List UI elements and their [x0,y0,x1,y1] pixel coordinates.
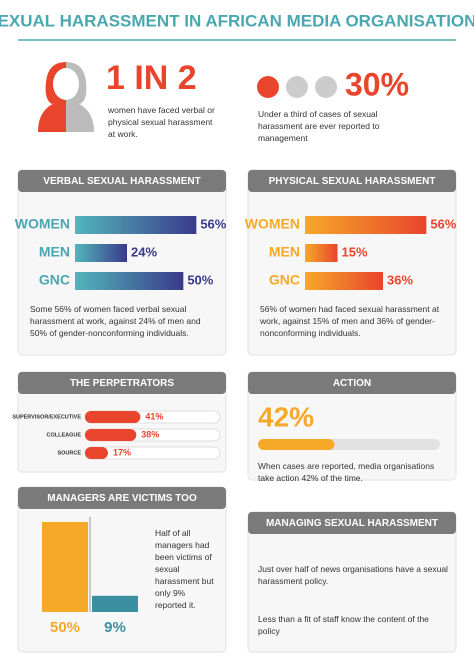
category-label: GNC [269,272,300,288]
category-label: WOMEN [245,216,300,232]
dot [315,76,337,98]
dot [286,76,308,98]
dot [257,76,279,98]
section-title: MANAGERS ARE VICTIMS TOO [47,493,197,504]
bar [85,411,141,423]
bar [258,439,335,450]
value-label: 38% [141,429,159,439]
bar [305,244,338,262]
bar [85,447,108,459]
category-label: GNC [39,272,70,288]
value-label: 50% [50,619,80,636]
section-header [248,512,456,534]
bar [305,272,383,290]
caption: 56% of women had faced sexual harassment… [260,304,440,338]
stat-text: Under a third of cases of sexual harassm… [258,109,380,143]
stat-text: women have faced verbal or physical sexu… [108,105,215,139]
section-header [18,487,226,509]
category-label: WOMEN [15,216,70,232]
value-label: 17% [113,447,131,457]
person-icon [38,62,94,132]
category-label: SOURCE [57,450,81,456]
policy-text: Less than a fit of staff know the conten… [258,614,429,636]
value-label: 24% [131,244,157,259]
section-header [18,170,226,192]
bar [42,522,88,612]
value-label: 9% [104,619,126,636]
section-title: VERBAL SEXUAL HARASSMENT [43,176,200,187]
category-label: SUPERVISOR/EXECUTIVE [12,414,81,420]
caption: Some 56% of women faced verbal sexual ha… [30,304,201,338]
section-title: MANAGING SEXUAL HARASSMENT [266,518,438,529]
caption: Half of all managers had been victims of… [155,528,214,610]
value-label: 50% [187,272,213,287]
bar [85,429,137,441]
section-title: PHYSICAL SEXUAL HARASSMENT [269,176,436,187]
policy-text: Just over half of news organisations hav… [258,564,448,586]
value-label: 56% [200,216,226,231]
page-title: SEXUAL HARASSMENT IN AFRICAN MEDIA ORGAN… [0,11,474,30]
stat-big: 1 IN 2 [106,59,197,97]
section-header [248,372,456,394]
caption: When cases are reported, media organisat… [258,461,435,483]
category-label: MEN [39,244,70,260]
bar [75,244,127,262]
value-label: 56% [430,216,456,231]
bar [75,272,184,290]
category-label: COLLEAGUE [46,432,81,438]
stat-big: 30% [345,66,409,102]
section-header [18,372,226,394]
category-label: MEN [269,244,300,260]
bar [305,216,427,234]
value-label: 36% [387,272,413,287]
section-title: THE PERPETRATORS [70,378,174,389]
value-label: 41% [145,411,163,421]
section-title: ACTION [333,378,371,389]
bar [92,595,138,612]
bar [75,216,197,234]
value-label: 15% [342,244,368,259]
section-header [248,170,456,192]
value-label: 42% [258,401,314,432]
